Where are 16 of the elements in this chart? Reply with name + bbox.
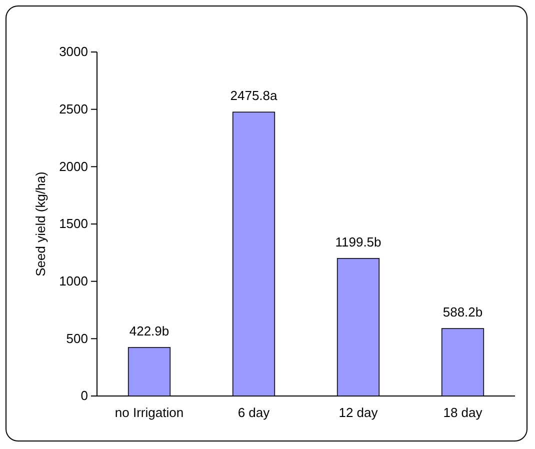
data-label: 1199.5b [335, 234, 382, 250]
data-label: 588.2b [442, 304, 483, 320]
x-tick-label: 18 day [443, 405, 483, 420]
y-tick-label: 3000 [59, 44, 88, 60]
x-tick-label: 6 day [238, 405, 270, 420]
y-tick-label: 1500 [59, 216, 88, 232]
data-label: 422.9b [129, 324, 170, 339]
y-axis-title: Seed yield (kg/ha) [33, 172, 48, 276]
x-tick-label: 12 day [338, 405, 378, 420]
y-tick-label: 2000 [59, 158, 88, 174]
x-tick-label: no Irrigation [114, 405, 184, 420]
y-tick-label: 500 [66, 330, 88, 346]
y-tick-label: 0 [80, 388, 88, 404]
data-label: 2475.8a [230, 88, 278, 104]
y-tick-label: 2500 [59, 101, 88, 116]
y-tick-label: 1000 [59, 273, 88, 288]
